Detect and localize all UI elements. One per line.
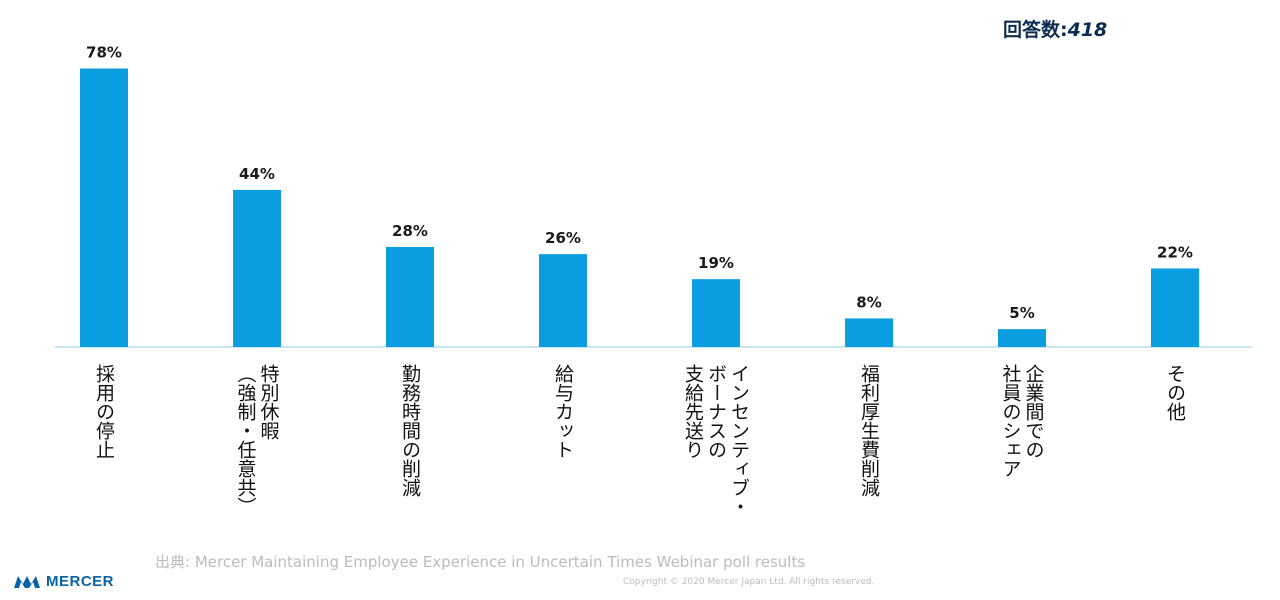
category-label-line: その他 [1164,364,1186,421]
respondent-count: 回答数:418 [1003,15,1107,42]
source-note: 出典: Mercer Maintaining Employee Experien… [155,553,806,571]
bar-value-label: 8% [856,293,881,311]
mercer-logo-text: MERCER [46,573,115,590]
category-label: 勤務時間の削減 [399,364,421,497]
category-label-line: 企業間での [1023,364,1045,459]
category-label-line: 特別休暇 [258,364,280,440]
category-label-line: （強制・任意共） [235,364,257,516]
category-label-line: 採用の停止 [93,364,115,459]
bar-value-label: 28% [392,222,428,240]
category-label-line: 福利厚生費削減 [858,364,880,497]
category-label: その他 [1164,364,1186,421]
bar-value-label: 22% [1157,243,1193,261]
bar-value-label: 78% [86,44,122,62]
bar-value-label: 5% [1009,304,1034,322]
category-label: 福利厚生費削減 [858,364,880,497]
category-label: 特別休暇（強制・任意共） [235,364,280,516]
category-label-line: 勤務時間の削減 [399,364,421,497]
bar-value-label: 44% [239,165,275,183]
bar-value-label: 19% [698,254,734,272]
category-label-line: 社員のシェア [1000,364,1022,478]
category-label: 給与カット [552,364,574,459]
category-label-line: ボーナスの [705,364,727,459]
respondent-count-value: 418 [1067,19,1108,41]
bar [386,247,434,347]
category-label: 採用の停止 [93,364,115,459]
bar [692,279,740,347]
bar [539,254,587,347]
category-label-line: インセンティブ・ [728,364,750,516]
category-label-line: 給与カット [552,364,574,459]
copyright-note: Copyright © 2020 Mercer Japan Ltd. All r… [623,577,875,587]
mercer-logo: MERCER [14,573,114,590]
bar [845,318,893,347]
bar-value-label: 26% [545,229,581,247]
bar [80,68,128,347]
respondent-count-label: 回答数: [1003,19,1068,41]
category-label-line: 支給先送り [682,364,704,459]
mercer-logo-icon [14,575,40,588]
bar [233,189,281,347]
bar [998,329,1046,347]
bar [1151,268,1199,347]
